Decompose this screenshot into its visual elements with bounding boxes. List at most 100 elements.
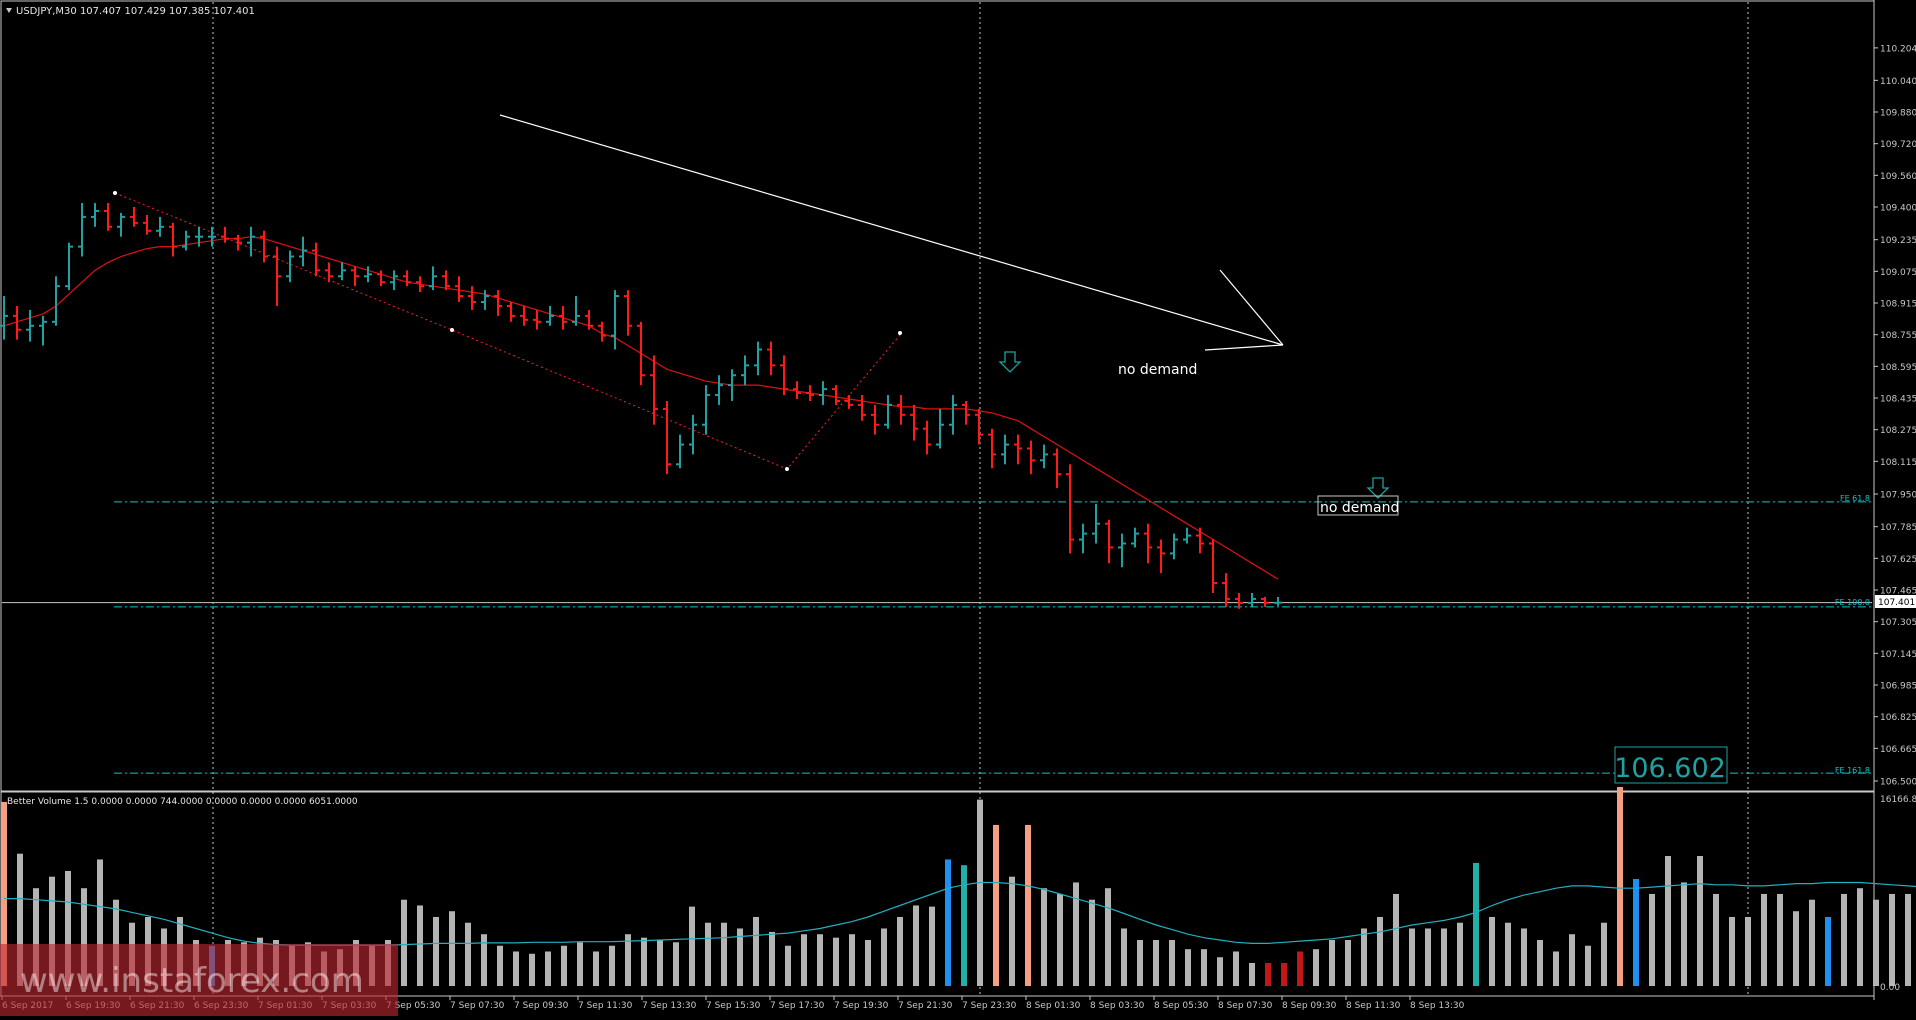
ohlc-bar <box>637 321 645 386</box>
ohlc-bar <box>130 207 138 227</box>
down-arrow-icon <box>1366 477 1390 499</box>
volume-bar <box>577 942 583 986</box>
fib-label-618: FE 61.8 <box>1840 494 1870 503</box>
volume-bar <box>1825 916 1831 986</box>
volume-bar <box>1889 893 1895 986</box>
volume-bar <box>1489 916 1495 986</box>
ohlc-bar <box>780 355 788 396</box>
ohlc-bar <box>1196 527 1204 554</box>
ohlc-bar <box>715 375 723 405</box>
ohlc-bar <box>65 242 73 291</box>
ohlc-bar <box>26 309 34 342</box>
volume-bar <box>1297 951 1303 986</box>
chevron-down-icon[interactable] <box>6 8 12 13</box>
volume-bar <box>689 906 695 986</box>
time-tick-label: 7 Sep 15:30 <box>706 1001 761 1011</box>
price-tick-label: 107.465 <box>1880 587 1916 597</box>
ohlc-bar <box>195 226 203 247</box>
volume-bar <box>993 824 999 986</box>
volume-bar <box>817 934 823 986</box>
time-tick-label: 7 Sep 19:30 <box>834 1001 889 1011</box>
ohlc-bar <box>572 296 580 326</box>
ohlc-bar <box>871 404 879 435</box>
ohlc-bar <box>832 385 840 405</box>
volume-bar <box>449 911 455 986</box>
watermark-band <box>0 944 398 1016</box>
volume-bar <box>657 939 663 986</box>
volume-bar <box>545 951 551 986</box>
price-tick-label: 109.560 <box>1880 172 1916 182</box>
volume-bar <box>1361 928 1367 986</box>
time-tick-label: 8 Sep 13:30 <box>1410 1001 1465 1011</box>
volume-bar <box>753 916 759 986</box>
volume-bar <box>1761 893 1767 986</box>
ohlc-bar <box>546 305 554 326</box>
volume-bar <box>1 801 7 986</box>
volume-bar <box>1041 888 1047 986</box>
ohlc-bar <box>234 234 242 251</box>
ohlc-bar <box>1248 592 1256 607</box>
ohlc-bar <box>273 246 281 306</box>
volume-bar <box>529 953 535 986</box>
volume-bar <box>561 945 567 986</box>
ohlc-bar <box>299 236 307 267</box>
volume-bar <box>865 939 871 986</box>
volume-bar <box>1137 939 1143 986</box>
volume-bar <box>1105 888 1111 986</box>
volume-ma-line <box>4 881 1916 946</box>
time-tick-label: 7 Sep 11:30 <box>578 1001 633 1011</box>
volume-bar <box>1665 855 1671 986</box>
volume-bar <box>1697 855 1703 986</box>
volume-bar <box>417 905 423 986</box>
volume-bar <box>1313 949 1319 986</box>
volume-bar <box>1377 916 1383 986</box>
candles <box>0 203 1282 609</box>
ohlc-bar <box>910 404 918 441</box>
volume-bar <box>1153 939 1159 986</box>
volume-bar <box>705 922 711 986</box>
volume-bar <box>1537 939 1543 986</box>
volume-bar <box>97 859 103 986</box>
ohlc-bar <box>689 414 697 455</box>
ohlc-bar <box>338 262 346 281</box>
time-tick-label: 8 Sep 11:30 <box>1346 1001 1401 1011</box>
volume-bar <box>1089 899 1095 986</box>
ohlc-bar <box>728 369 736 401</box>
volume-bar <box>785 945 791 986</box>
fib-levels <box>2 501 1872 774</box>
volume-bar <box>1121 928 1127 986</box>
volume-bar <box>81 888 87 986</box>
ohlc-bar <box>1222 573 1230 607</box>
price-tick-label: 108.755 <box>1880 331 1916 341</box>
volume-bar <box>769 931 775 986</box>
volume-bar <box>113 899 119 986</box>
time-tick-label: 7 Sep 05:30 <box>386 1001 441 1011</box>
no-demand-label: no demand <box>1118 362 1197 378</box>
volume-bar <box>1265 962 1271 986</box>
price-tick-label: 109.720 <box>1880 140 1916 150</box>
target-price-box <box>1614 746 1728 784</box>
ohlc-bar <box>13 305 21 340</box>
ohlc-bar <box>975 408 983 445</box>
volume-bar <box>1057 893 1063 986</box>
volume-bar <box>1585 945 1591 986</box>
ohlc-bar <box>169 222 177 257</box>
watermark-text: www.instaforex.com <box>20 961 364 1001</box>
zigzag-line <box>114 192 901 470</box>
ohlc-bar <box>1105 519 1113 564</box>
ohlc-bar <box>1001 434 1009 465</box>
fib-label-100: FE 100.0 <box>1835 598 1870 607</box>
ohlc-bar <box>598 321 606 342</box>
ohlc-bar <box>663 400 671 475</box>
volume-bar <box>1425 928 1431 986</box>
ohlc-bar <box>442 270 450 291</box>
volume-bar <box>1281 962 1287 986</box>
ohlc-bar <box>507 302 515 322</box>
trend-arrow-head <box>1204 344 1284 351</box>
ohlc-bar <box>1131 527 1139 548</box>
volume-bar <box>1329 939 1335 986</box>
ohlc-bar <box>416 276 424 293</box>
volume-bar <box>433 916 439 986</box>
